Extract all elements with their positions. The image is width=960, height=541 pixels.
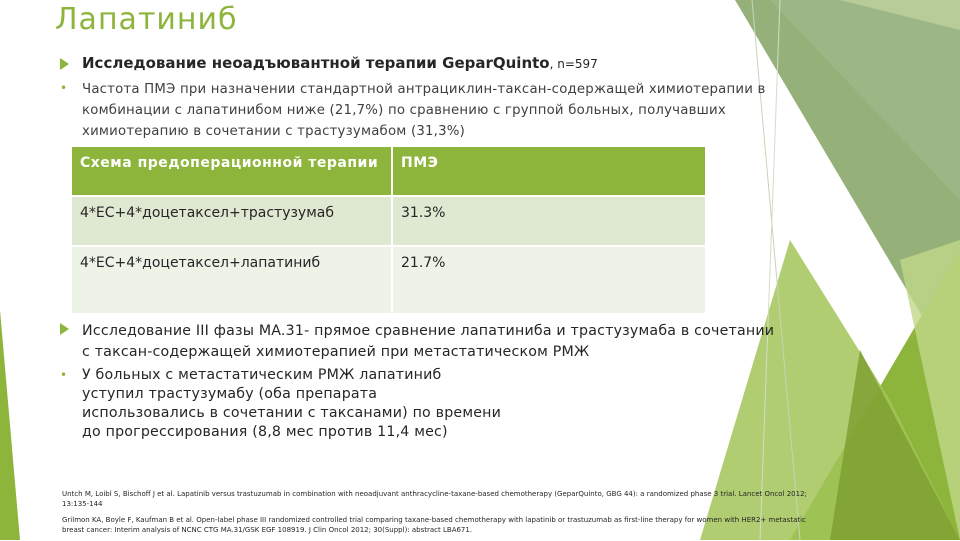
bullet-marker xyxy=(60,323,69,335)
reference: Untch M, Loibl S, Bischoff J et al. Lapa… xyxy=(62,490,807,508)
bullet-marker: • xyxy=(60,368,68,382)
deco-line xyxy=(759,0,781,540)
deco-line xyxy=(751,0,801,540)
header-cell: Схема предоперационной терапии xyxy=(70,145,393,197)
bullet-text: Частота ПМЭ при назначении стандартной а… xyxy=(82,82,766,139)
table-row: 4*ЕС+4*доцетаксел+трастузумаб 31.3% xyxy=(70,195,707,247)
table-header: Схема предоперационной терапии ПМЭ xyxy=(70,145,707,197)
table-row: 4*ЕС+4*доцетаксел+лапатиниб 21.7% xyxy=(70,245,707,315)
bullet: Исследование неоадъювантной терапии Gepa… xyxy=(82,54,598,72)
deco-shape xyxy=(900,240,960,540)
table-cell: 31.3% xyxy=(391,195,707,247)
bullet-text: У больных с метастатическим РМЖ лапатини… xyxy=(82,367,502,440)
bullet-marker: • xyxy=(60,81,68,95)
deco-shape xyxy=(0,310,20,540)
bullet-marker xyxy=(60,58,69,70)
table-cell: 4*ЕС+4*доцетаксел+трастузумаб xyxy=(70,195,393,247)
deco-shape xyxy=(840,0,960,30)
reference: Grilmon KA, Boyle F, Kaufman B et al. Op… xyxy=(62,516,806,534)
deco-shape xyxy=(830,350,960,540)
bullet-text: Исследование III фазы MA.31- прямое срав… xyxy=(82,323,775,360)
deco-shape xyxy=(770,0,960,200)
slide-title: Лапатиниб xyxy=(55,2,238,37)
bullet-note: , n=597 xyxy=(549,57,598,71)
bullet-text: Исследование неоадъювантной терапии Gepa… xyxy=(82,54,550,72)
table-cell: 4*ЕС+4*доцетаксел+лапатиниб xyxy=(70,245,393,315)
table: Схема предоперационной терапии ПМЭ 4*ЕС+… xyxy=(70,145,707,315)
table-cell: 21.7% xyxy=(391,245,707,315)
references: Untch M, Loibl S, Bischoff J et al. Lapa… xyxy=(62,489,822,541)
header-cell: ПМЭ xyxy=(391,145,707,197)
